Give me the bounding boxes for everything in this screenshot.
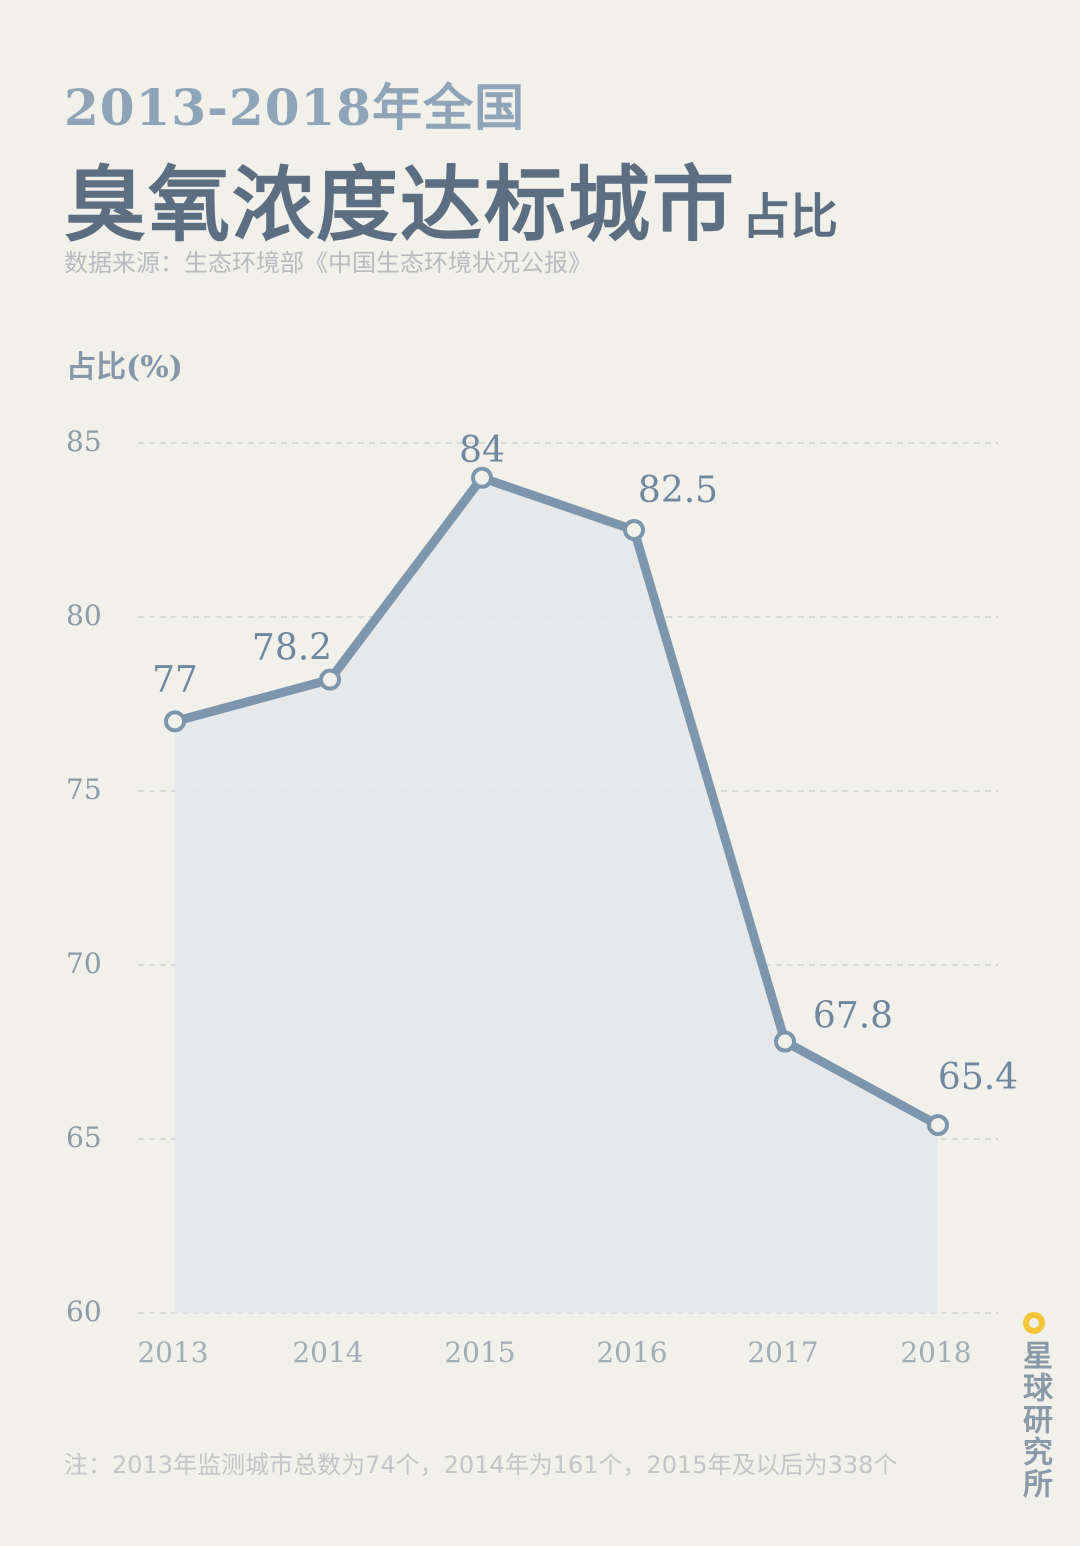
chart-title-suffix: 占比	[742, 189, 839, 245]
y-tick-label: 65	[66, 1121, 102, 1154]
data-label-2015: 84	[459, 430, 505, 471]
data-source: 数据来源：生态环境部《中国生态环境状况公报》	[64, 249, 592, 277]
data-label-2013: 77	[152, 659, 198, 700]
data-point-2017	[774, 1030, 796, 1053]
x-tick-labels: 2013 2014 2015 2016 2017 2018	[137, 1336, 971, 1369]
chart-title: 臭氧浓度达标城市	[64, 157, 737, 253]
x-tick-label: 2018	[900, 1336, 971, 1369]
brand-logo: 星球研究所	[1014, 1312, 1054, 1500]
title-line-2: 臭氧浓度达标城市 占比	[64, 138, 838, 257]
footnote: 注：2013年监测城市总数为74个，2014年为161个，2015年及以后为33…	[64, 1451, 898, 1479]
brand-name: 星球研究所	[1017, 1340, 1052, 1500]
area-fill	[175, 477, 938, 1313]
data-point-2013	[164, 710, 186, 733]
title-line-1: 2013-2018年全国	[64, 78, 526, 137]
series-line	[170, 473, 943, 1130]
brand-dot-icon	[1023, 1312, 1045, 1334]
y-tick-label: 70	[66, 947, 102, 980]
data-point-2016	[623, 519, 645, 541]
area-fill-layer	[175, 477, 938, 1313]
x-tick-label: 2013	[137, 1336, 208, 1369]
x-tick-label: 2015	[444, 1336, 515, 1369]
data-label-2014: 78.2	[252, 628, 332, 669]
data-label-2016: 82.5	[638, 470, 718, 511]
data-point-2015	[471, 466, 493, 489]
data-points	[164, 466, 949, 1137]
data-point-2014	[319, 668, 341, 691]
data-label-2017: 67.8	[813, 996, 893, 1037]
y-tick-label: 85	[66, 425, 102, 458]
x-tick-label: 2014	[292, 1336, 363, 1369]
y-axis-label: 占比(%)	[66, 350, 183, 385]
series-line-layer	[170, 473, 943, 1130]
data-labels: 77 78.2 84 82.5 67.8 65.4	[152, 430, 1018, 1098]
y-tick-label: 60	[66, 1295, 102, 1328]
data-point-2018	[927, 1114, 949, 1137]
y-tick-labels: 60 65 70 75 80 85	[66, 425, 102, 1328]
x-tick-label: 2017	[747, 1336, 818, 1369]
y-tick-label: 80	[66, 599, 102, 632]
data-label-2018: 65.4	[938, 1057, 1018, 1098]
x-tick-label: 2016	[596, 1336, 667, 1369]
y-tick-label: 75	[66, 773, 102, 806]
